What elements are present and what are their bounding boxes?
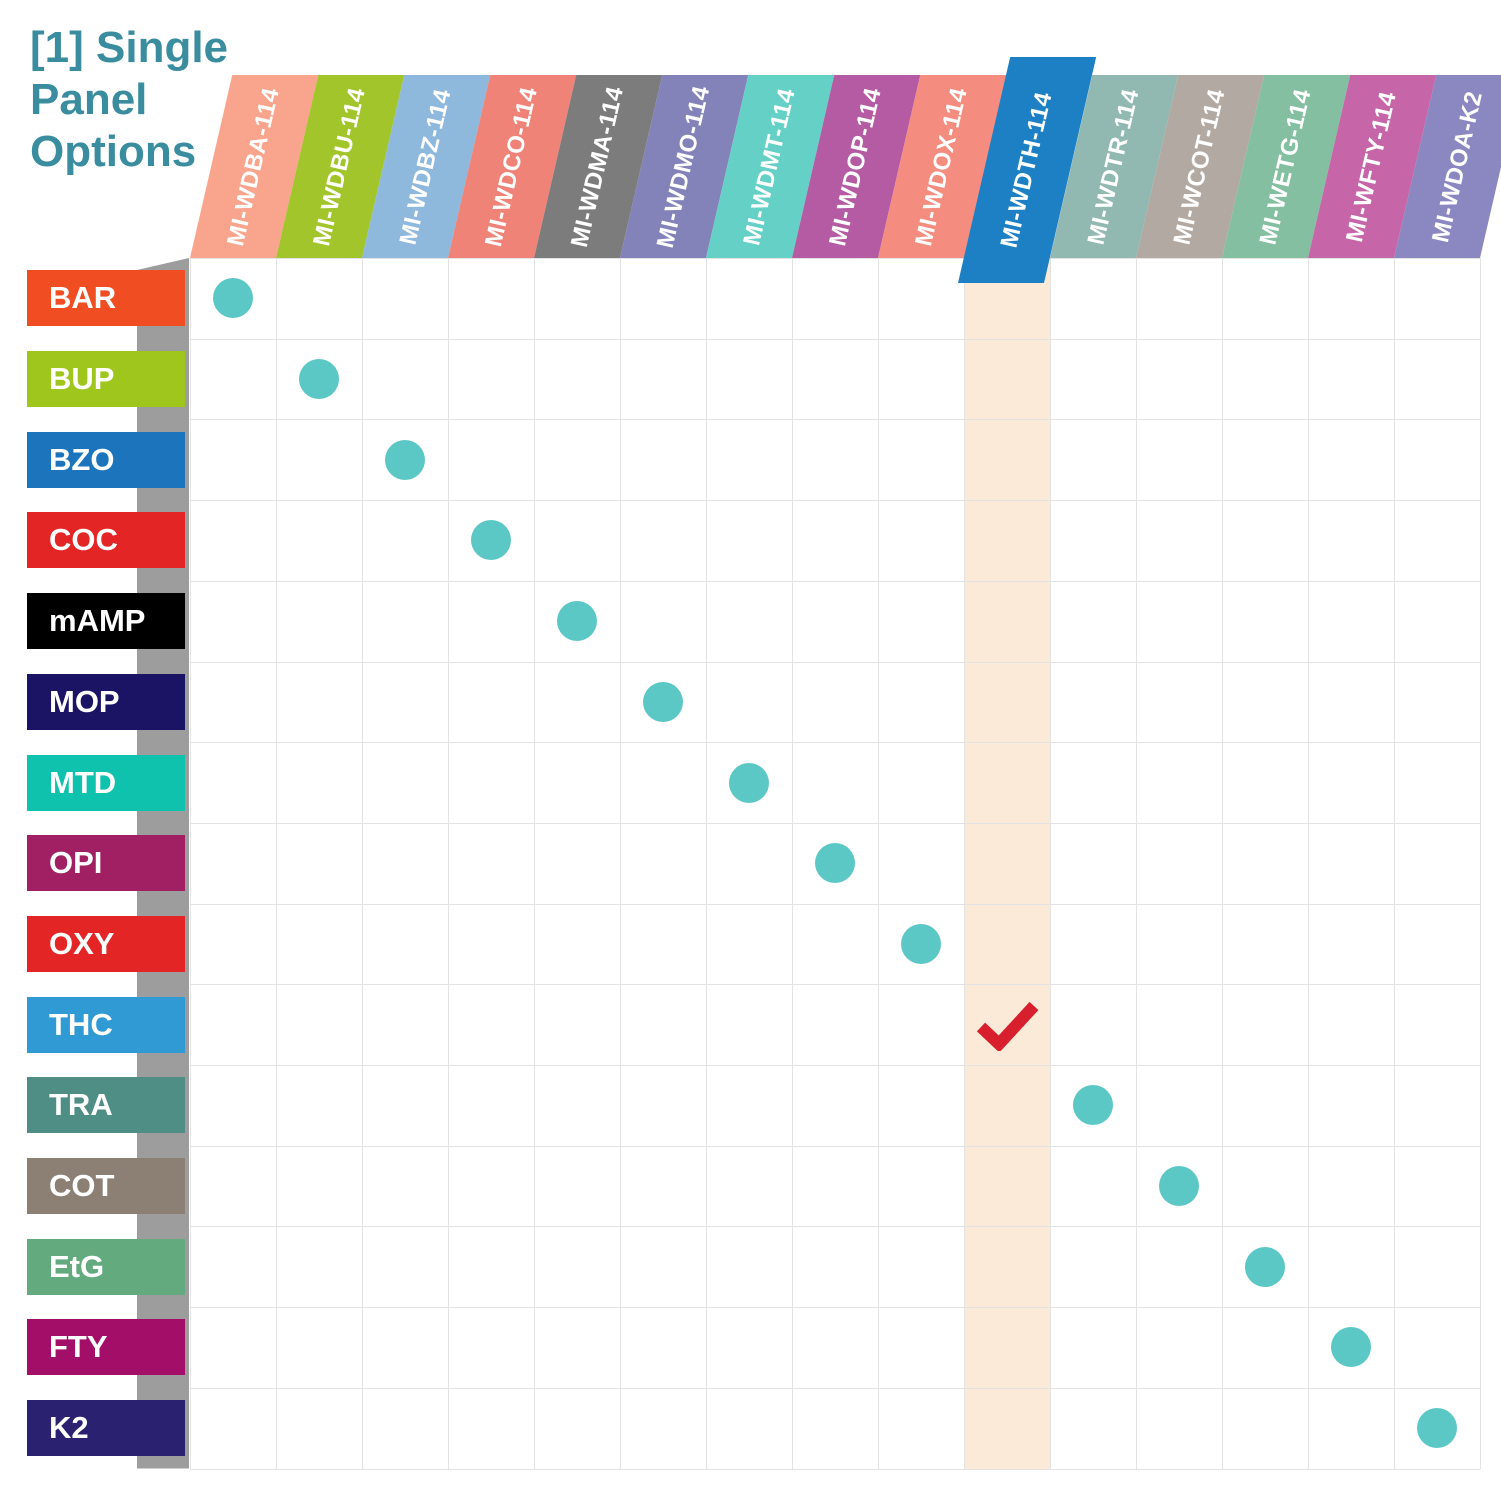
grid-line xyxy=(276,258,277,1469)
grid-line xyxy=(190,1307,1480,1309)
grid-line xyxy=(190,742,1480,744)
dot-mark xyxy=(815,843,855,884)
grid-line xyxy=(190,258,191,1469)
page-title-line: [1] Single xyxy=(30,23,229,72)
row-label: OPI xyxy=(27,835,185,892)
grid-line xyxy=(1050,258,1051,1469)
grid-line xyxy=(190,1468,1480,1470)
grid-line xyxy=(190,500,1480,502)
dot-mark xyxy=(213,278,253,319)
row-label: COT xyxy=(27,1158,185,1215)
page-title: [1] Single Panel Options xyxy=(30,22,228,178)
grid-line xyxy=(190,1065,1480,1066)
grid-line xyxy=(190,1145,1480,1147)
grid-line xyxy=(1480,258,1481,1469)
highlighted-column-background xyxy=(964,258,1050,1469)
row-label: TRA xyxy=(27,1077,185,1134)
dot-mark xyxy=(643,681,683,722)
grid-line xyxy=(1394,258,1395,1469)
grid-line xyxy=(620,258,621,1469)
row-label: BZO xyxy=(27,431,185,488)
grid-line xyxy=(448,258,449,1469)
dot-mark xyxy=(901,923,941,964)
grid-line xyxy=(1136,258,1137,1469)
row-label: COC xyxy=(27,512,185,569)
dot-mark xyxy=(729,762,769,803)
grid-line xyxy=(190,903,1480,905)
row-label: K2 xyxy=(27,1400,185,1457)
dot-mark xyxy=(1331,1327,1371,1368)
dot-mark xyxy=(385,439,425,480)
grid-line xyxy=(190,984,1480,986)
grid-line xyxy=(792,258,793,1469)
grid-line xyxy=(190,1226,1480,1228)
grid-line xyxy=(534,258,535,1469)
grid-line xyxy=(362,258,363,1469)
row-label: FTY xyxy=(27,1319,185,1376)
row-label: OXY xyxy=(27,915,185,972)
row-label: EtG xyxy=(27,1238,185,1295)
grid-line xyxy=(190,661,1480,663)
dot-mark xyxy=(1159,1166,1199,1207)
row-label: BAR xyxy=(27,270,185,327)
row-label: MOP xyxy=(27,673,185,730)
grid-line xyxy=(706,258,707,1469)
dot-mark xyxy=(471,520,511,561)
grid-line xyxy=(190,580,1480,582)
grid-line xyxy=(190,822,1480,824)
dot-mark xyxy=(1417,1408,1457,1449)
row-label: MTD xyxy=(27,754,185,811)
dot-mark xyxy=(1245,1246,1285,1287)
grid-line xyxy=(878,258,879,1469)
grid-line xyxy=(190,258,1480,259)
grid-line xyxy=(190,419,1480,421)
row-label: THC xyxy=(27,996,185,1053)
dot-mark xyxy=(1073,1085,1113,1126)
dot-mark xyxy=(557,601,597,642)
grid-line xyxy=(1308,258,1309,1469)
check-icon xyxy=(974,999,1040,1053)
dot-mark xyxy=(299,359,339,400)
row-label: mAMP xyxy=(27,593,185,650)
grid-line xyxy=(190,338,1480,340)
page-title-line: Panel xyxy=(30,74,148,124)
row-label: BUP xyxy=(27,351,185,408)
grid-line xyxy=(964,258,965,1469)
grid-line xyxy=(190,1387,1480,1389)
grid-line xyxy=(1222,258,1223,1469)
page-title-line: Options xyxy=(30,126,197,176)
